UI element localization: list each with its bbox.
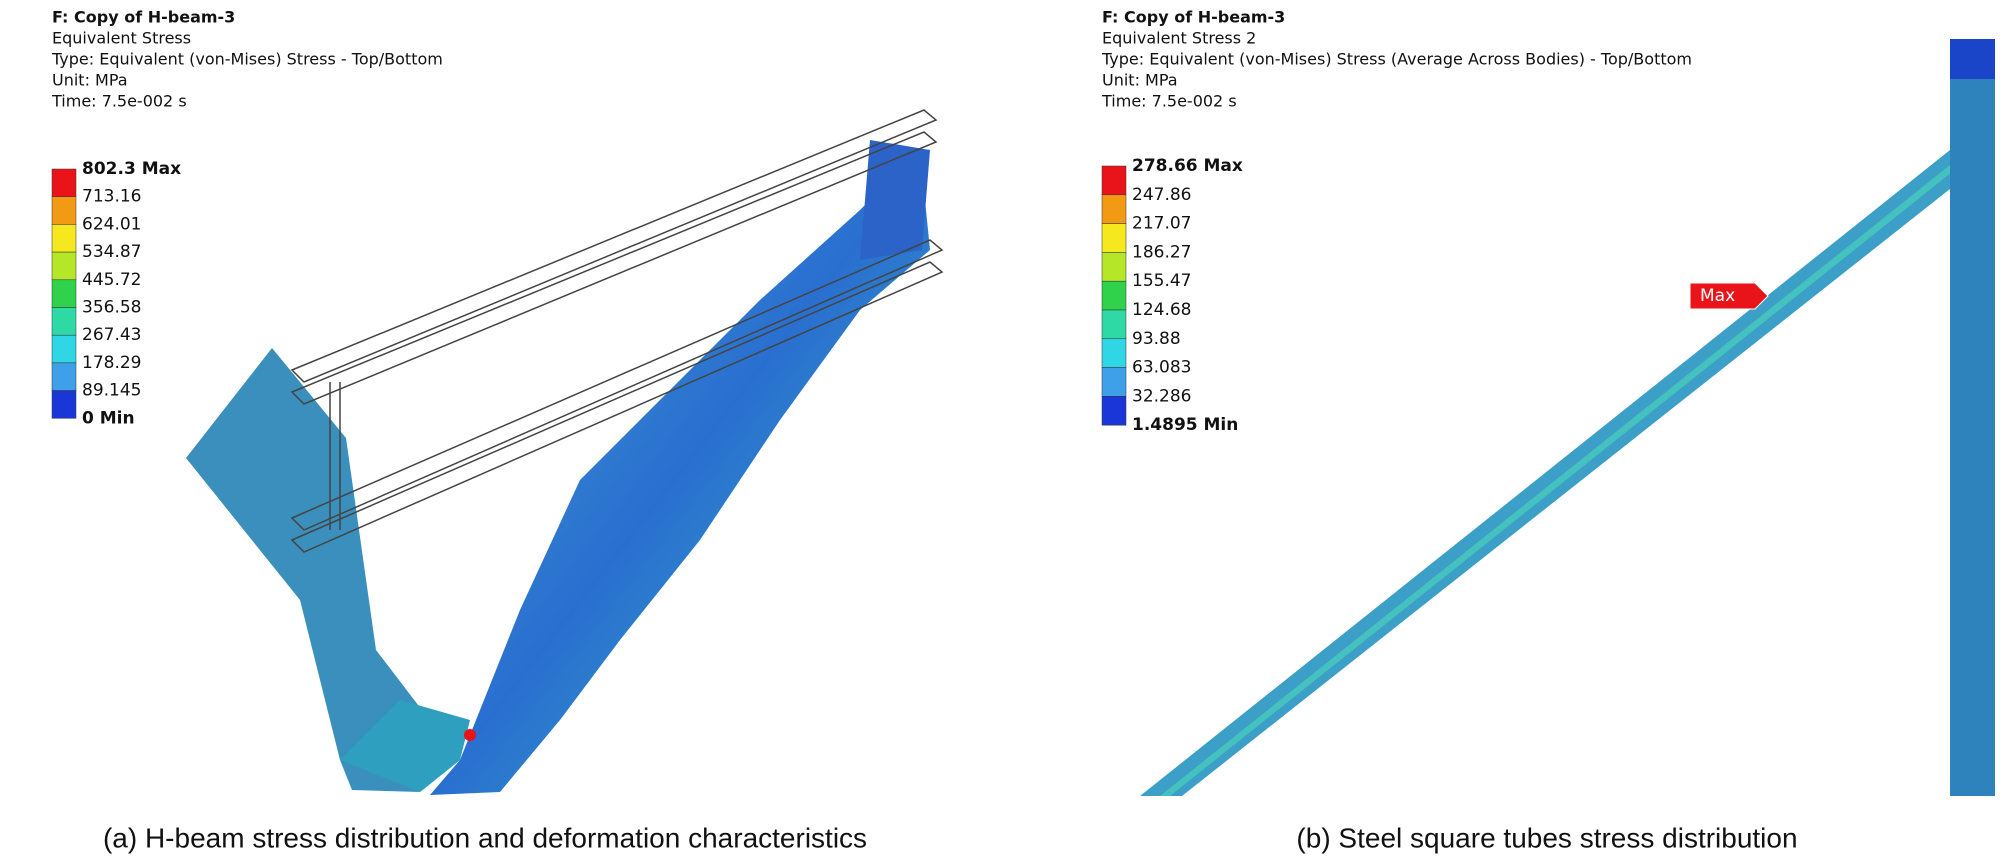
header-line: Time: 7.5e-002 s — [1101, 92, 1237, 111]
legend-swatch — [1101, 309, 1127, 340]
legend-label: 247.86 — [1132, 185, 1191, 205]
header-line: Equivalent Stress 2 — [1102, 29, 1256, 48]
legend-swatch — [1101, 252, 1127, 282]
legend-swatch — [1101, 194, 1127, 224]
header-line: F: Copy of H-beam-3 — [52, 8, 235, 27]
header-line: Unit: MPa — [1102, 71, 1178, 90]
header-line: Equivalent Stress — [52, 29, 191, 48]
legend-swatch — [51, 224, 77, 253]
legend-label: 217.07 — [1132, 214, 1191, 234]
legend-label: 1.4895 Min — [1132, 415, 1238, 435]
legend-swatch — [51, 390, 77, 419]
max-marker — [1689, 282, 1769, 310]
caption: (b) Steel square tubes stress distributi… — [1296, 822, 1797, 853]
legend-label: 93.88 — [1132, 329, 1181, 349]
legend-label: 178.29 — [82, 353, 141, 373]
legend-label: 89.145 — [82, 381, 141, 401]
legend-label: 713.16 — [82, 187, 141, 207]
header-line: Type: Equivalent (von-Mises) Stress (Ave… — [1101, 50, 1692, 69]
legend-swatch — [1101, 338, 1127, 368]
legend-label: 267.43 — [82, 325, 141, 345]
legend-swatch — [51, 279, 77, 308]
h-beam-model — [186, 109, 944, 795]
max-label: Max — [1700, 286, 1735, 306]
legend-label: 445.72 — [82, 270, 141, 290]
legend-swatch — [1101, 396, 1127, 426]
legend-swatch — [1101, 223, 1127, 253]
caption: (a) H-beam stress distribution and defor… — [103, 822, 867, 853]
legend-label: 155.47 — [1132, 271, 1191, 291]
header-line: Type: Equivalent (von-Mises) Stress - To… — [51, 50, 443, 69]
legend-label: 624.01 — [82, 214, 141, 234]
legend-swatch — [1101, 280, 1127, 311]
header-line: F: Copy of H-beam-3 — [1102, 8, 1285, 27]
tube-model — [1140, 39, 1995, 796]
legend-label: 356.58 — [82, 298, 141, 318]
legend-label: 278.66 Max — [1132, 156, 1243, 176]
legend-swatch — [51, 251, 77, 281]
legend-label: 0 Min — [82, 408, 135, 428]
legend-label: 534.87 — [82, 242, 141, 262]
header-line: Time: 7.5e-002 s — [51, 92, 187, 111]
legend-swatch — [1101, 367, 1127, 397]
legend-swatch — [1101, 165, 1127, 196]
legend-label: 802.3 Max — [82, 159, 181, 179]
legend-label: 186.27 — [1132, 242, 1191, 262]
legend-swatch — [51, 307, 77, 336]
legend-swatch — [51, 362, 77, 391]
legend-label: 124.68 — [1132, 300, 1191, 320]
legend-label: 32.286 — [1132, 386, 1191, 406]
legend-label: 63.083 — [1132, 358, 1191, 378]
legend-swatch — [51, 334, 77, 364]
legend-swatch — [51, 168, 77, 197]
legend-swatch — [51, 196, 77, 225]
header-line: Unit: MPa — [52, 71, 128, 90]
